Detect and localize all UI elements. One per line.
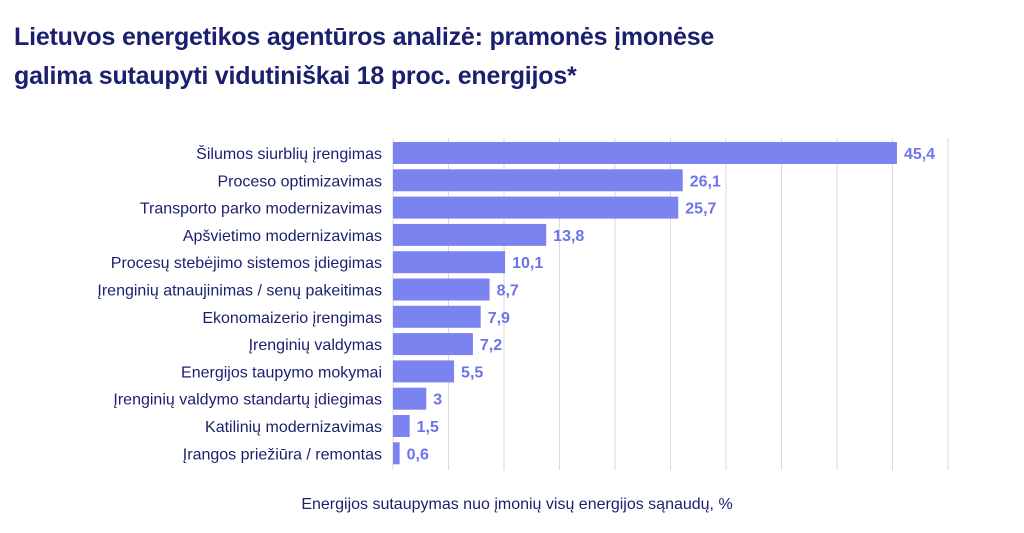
value-label: 13,8	[553, 228, 584, 245]
value-label: 3	[433, 392, 442, 409]
bars	[393, 142, 897, 465]
value-labels: 45,4 26,1 25,7 13,8 10,1 8,7 7,9 7,2 5,5 3 1,5 0,6	[407, 146, 936, 463]
category-label: Įrenginių valdymas	[249, 337, 382, 354]
x-axis-title: Energijos sutaupymas nuo įmonių visų ene…	[301, 496, 732, 513]
bar	[393, 278, 490, 301]
category-label: Šilumos siurblių įrengimas	[196, 144, 382, 163]
value-label: 26,1	[690, 173, 721, 190]
category-label: Įrenginių atnaujinimas / senų pakeitimas	[97, 283, 382, 300]
bar	[393, 196, 679, 219]
category-label: Transporto parko modernizavimas	[140, 201, 382, 218]
chart-title-line-2: galima sutaupyti vidutiniškai 18 proc. e…	[14, 62, 577, 90]
value-label: 8,7	[497, 283, 519, 300]
bar	[393, 305, 481, 328]
bar	[393, 360, 455, 383]
category-label: Apšvietimo modernizavimas	[183, 228, 382, 245]
category-label: Įrenginių valdymo standartų įdiegimas	[113, 392, 382, 409]
value-label: 7,9	[488, 310, 510, 327]
category-labels: Šilumos siurblių įrengimas Proceso optimi…	[97, 144, 382, 463]
category-label: Katilinių modernizavimas	[205, 419, 382, 436]
value-label: 25,7	[685, 201, 716, 218]
value-label: 10,1	[512, 255, 543, 272]
category-label: Įrangos priežiūra / remontas	[183, 446, 382, 463]
bar	[393, 142, 897, 164]
category-label: Proceso optimizavimas	[218, 173, 383, 190]
bar	[393, 387, 427, 410]
category-label: Energijos taupymo mokymai	[181, 364, 382, 381]
value-label: 45,4	[904, 146, 935, 163]
chart-title: Lietuvos energetikos agentūros analizė: …	[14, 18, 1004, 96]
bar	[393, 415, 410, 437]
bar	[393, 333, 473, 356]
value-label: 0,6	[407, 446, 429, 463]
category-label: Procesų stebėjimo sistemos įdiegimas	[111, 255, 382, 272]
bar	[393, 169, 683, 192]
value-label: 5,5	[461, 364, 483, 381]
value-label: 7,2	[480, 337, 502, 354]
category-label: Ekonomaizerio įrengimas	[202, 310, 382, 327]
bar	[393, 223, 547, 246]
value-label: 1,5	[417, 419, 439, 436]
bar	[393, 442, 400, 465]
gridlines	[392, 138, 949, 470]
chart-title-line-1: Lietuvos energetikos agentūros analizė: …	[14, 23, 715, 51]
bar	[393, 251, 506, 274]
